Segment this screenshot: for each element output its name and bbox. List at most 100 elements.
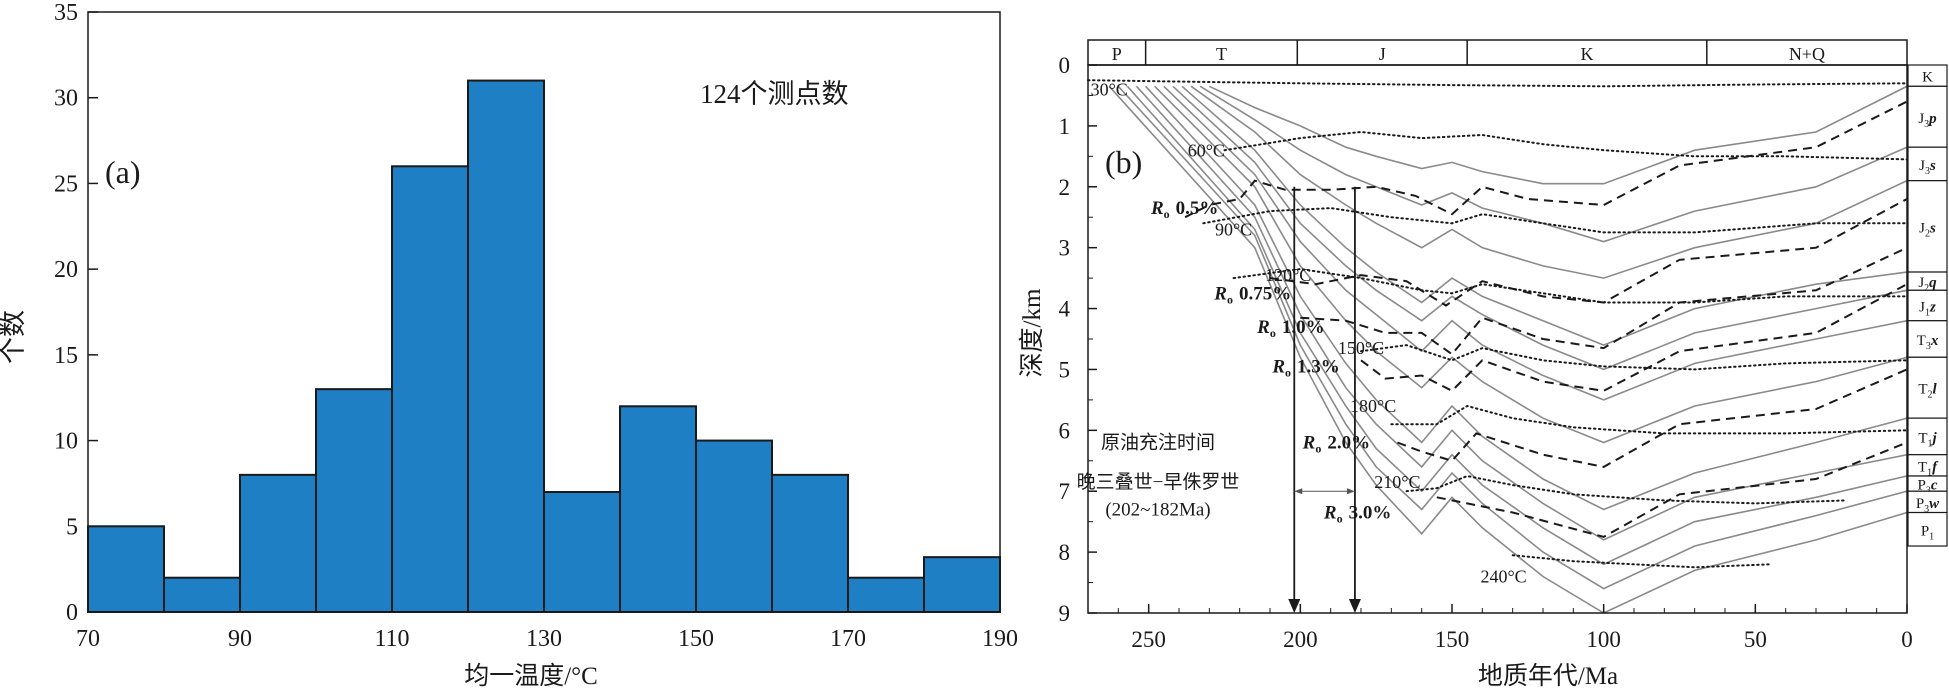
burial-y-axis: 0 1 2 3 4 5 6 7 8 9	[1059, 53, 1097, 626]
y-tick-label: 6	[1059, 418, 1071, 443]
x-tick-label: 130	[526, 626, 562, 652]
y-tick-label: 3	[1059, 236, 1071, 261]
y-tick-label: 7	[1059, 479, 1071, 504]
x-tick-label: 70	[76, 626, 100, 652]
isotherm-curve	[1405, 474, 1848, 505]
burial-curve	[1190, 85, 1908, 279]
maturity-label: Ro 2.0%	[1302, 433, 1370, 456]
histogram-y-axis-title: 个数	[0, 310, 28, 364]
burial-curve	[1154, 85, 1908, 444]
charging-end-arrowhead	[1348, 599, 1361, 613]
isotherm-label: 150°C	[1338, 338, 1384, 358]
stratum-label: T2l	[1918, 382, 1937, 401]
y-tick-label: 0	[66, 600, 78, 626]
burial-curve	[1117, 85, 1908, 590]
histogram-bar	[923, 556, 1001, 614]
histogram-bars	[87, 79, 1001, 614]
y-tick-label: 8	[1059, 540, 1071, 565]
maturity-curve	[1184, 100, 1908, 219]
histogram-bar	[239, 473, 317, 613]
burial-curve	[1108, 85, 1908, 614]
stratum-box	[1907, 289, 1948, 322]
isotherm-curve	[1390, 404, 1908, 435]
isotherm-curve	[1232, 267, 1908, 304]
y-tick-label: 2	[1059, 175, 1071, 200]
y-tick-label: 9	[1059, 601, 1071, 626]
y-tick-label: 10	[54, 429, 78, 455]
maturity-curve	[1269, 198, 1908, 307]
y-tick-label: 35	[54, 0, 78, 26]
burial-x-axis-title: 地质年代/Ma	[1478, 662, 1618, 690]
burial-curve	[1163, 85, 1908, 401]
stratum-label: J3p	[1918, 111, 1937, 130]
maturity-curve	[1300, 246, 1908, 356]
panel-label-b: (b)	[1105, 144, 1142, 180]
y-tick-label: 20	[54, 257, 78, 283]
isotherm-label: 90°C	[1215, 219, 1252, 239]
x-tick-label: 150	[678, 626, 714, 652]
stratum-box	[1907, 417, 1948, 456]
panel-label-a: (a)	[105, 154, 141, 190]
x-tick-label: 110	[374, 626, 409, 652]
period-label: K	[1580, 44, 1593, 64]
stratum-box	[1907, 356, 1948, 419]
charging-range-head-left	[1294, 488, 1303, 495]
x-tick-label: 190	[982, 626, 1018, 652]
maturity-curve	[1436, 441, 1908, 538]
period-label: N+Q	[1789, 44, 1825, 64]
burial-curves	[1108, 85, 1908, 614]
stratum-label: J3s	[1919, 158, 1936, 177]
histogram-bar	[543, 491, 621, 613]
stratum-box	[1907, 511, 1948, 547]
stratum-box	[1907, 320, 1948, 358]
maturity-label: Ro 1.0%	[1256, 317, 1324, 340]
period-label: T	[1216, 44, 1227, 64]
maturity-label: Ro 3.0%	[1323, 503, 1391, 526]
burial-curve	[1199, 85, 1908, 243]
stratum-label: T3x	[1917, 333, 1939, 352]
maturity-labels: Ro 0.5% Ro 0.75% Ro 1.0% Ro 1.3% Ro 2.0% Ro 3.0%	[1150, 198, 1391, 525]
burial-curve	[1172, 85, 1908, 371]
stratum-label: T1j	[1918, 430, 1937, 449]
burial-curve	[1126, 85, 1908, 566]
histogram-x-axis: 70 90 110 130 150 170 190	[76, 602, 1018, 652]
isotherm-label: 180°C	[1350, 396, 1396, 416]
isotherm-label: 60°C	[1188, 140, 1225, 160]
x-tick-label: 170	[830, 626, 866, 652]
isotherm-label: 210°C	[1374, 472, 1420, 492]
histogram-y-axis: 0 5 10 15 20 25 30 35	[54, 0, 98, 626]
y-tick-label: 25	[54, 171, 78, 197]
x-tick-label: 250	[1131, 627, 1166, 652]
stratum-box	[1907, 180, 1948, 273]
maturity-curve	[1360, 283, 1908, 393]
stratum-label: J2q	[1918, 275, 1937, 294]
stratum-label: P3w	[1916, 496, 1940, 515]
burial-curve	[1208, 85, 1908, 185]
isotherm-curve	[1511, 554, 1772, 569]
maturity-label: Ro 0.75%	[1213, 283, 1291, 306]
maturity-curves	[1184, 100, 1908, 538]
strata-column: KJ3pJ3sJ2sJ2qJ1zT3xT2lT1jT1fP3cP3wP1	[1907, 64, 1948, 547]
isotherm-labels: 30°C 60°C 90°C 120°C 150°C 180°C 210°C 240°C	[1091, 79, 1527, 586]
isotherm-curve	[1202, 207, 1908, 234]
y-tick-label: 1	[1059, 114, 1071, 139]
stratum-label: J2s	[1919, 220, 1936, 239]
stratum-label: K	[1922, 70, 1933, 86]
charging-age-range: (202~182Ma)	[1105, 500, 1210, 521]
sample-count-annotation: 124个测点数	[700, 79, 849, 109]
histogram-panel: 70 90 110 130 150 170 190 0 5 10 15 20 25 30 35 (a) 1…	[0, 0, 1018, 690]
x-tick-label: 90	[228, 626, 252, 652]
period-label: J	[1379, 44, 1386, 64]
y-tick-label: 30	[54, 86, 78, 112]
charging-title: 原油充注时间	[1101, 432, 1215, 454]
isotherm-curve	[1087, 79, 1908, 88]
period-label: P	[1112, 44, 1122, 64]
maturity-label: Ro 0.5%	[1150, 198, 1218, 221]
y-tick-label: 5	[66, 514, 78, 540]
histogram-x-axis-title: 均一温度/°C	[464, 662, 598, 690]
x-tick-label: 150	[1435, 627, 1470, 652]
isotherm-curves	[1087, 79, 1908, 569]
charging-range-head-right	[1346, 488, 1355, 495]
